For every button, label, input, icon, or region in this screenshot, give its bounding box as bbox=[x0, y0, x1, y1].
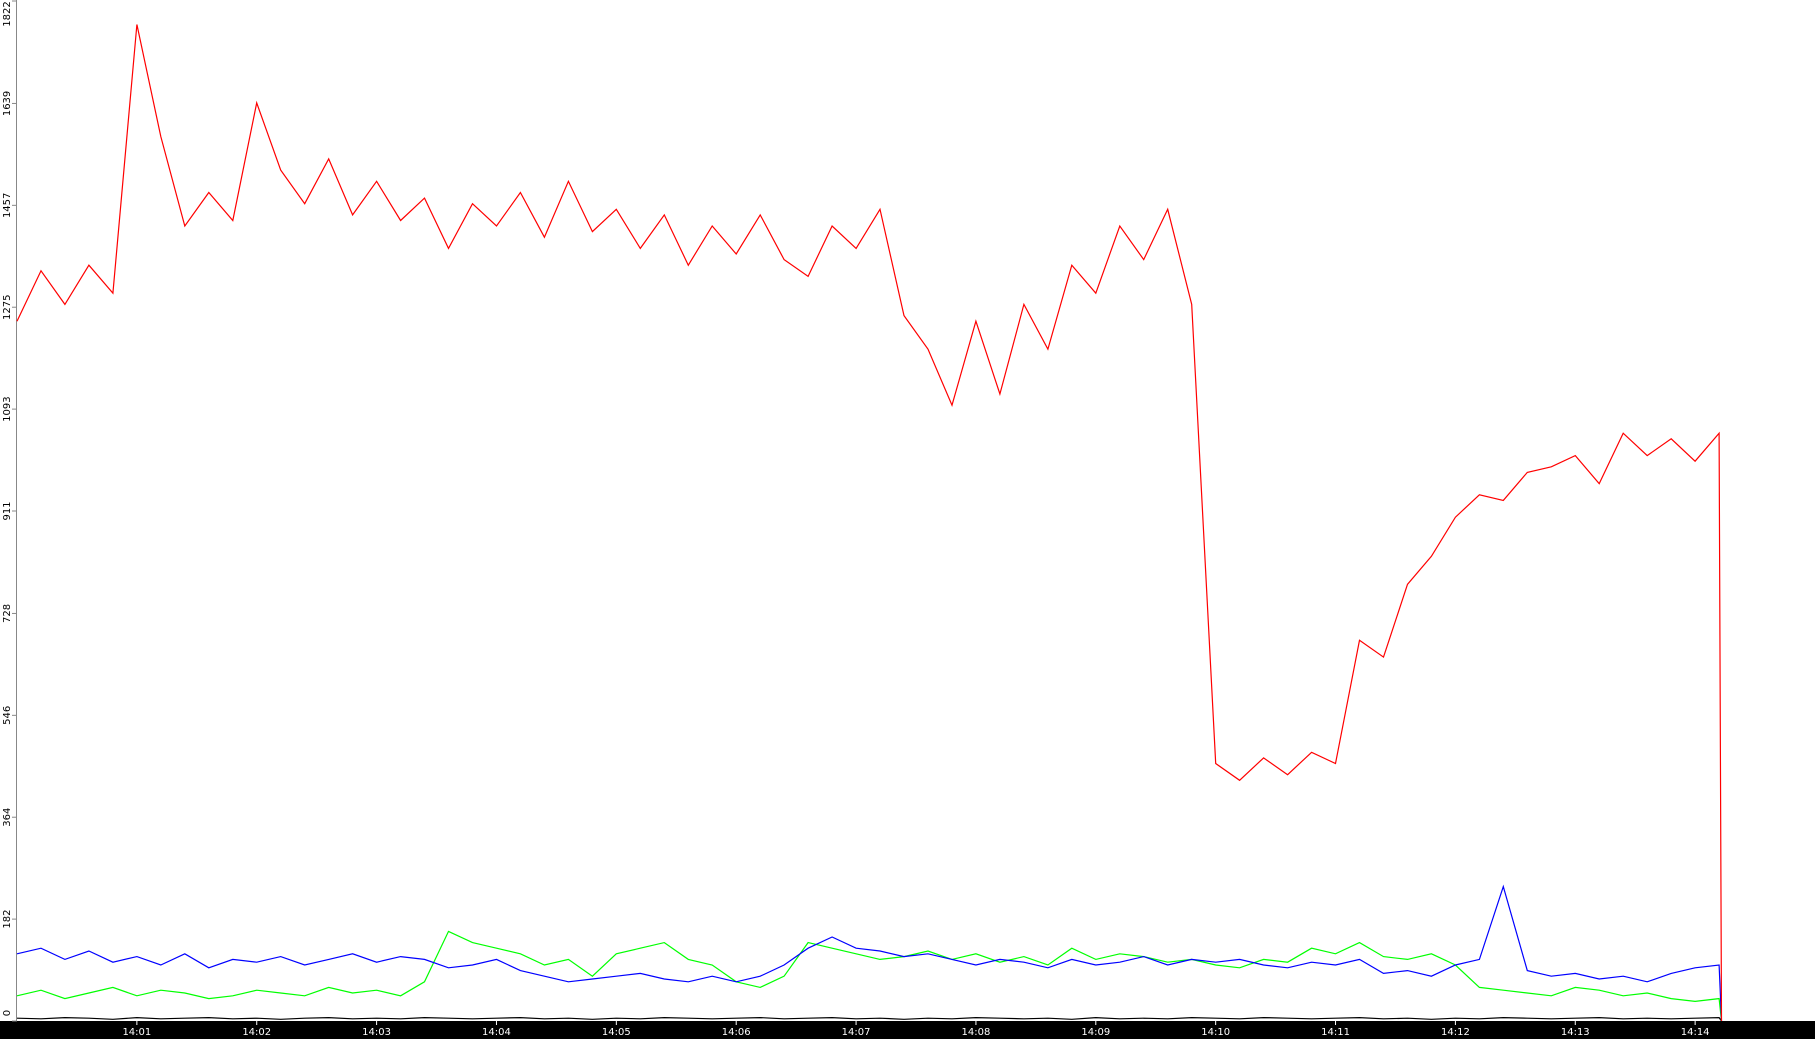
series-line bbox=[16, 884, 1723, 1022]
x-tick-label: 14:12 bbox=[1441, 1027, 1470, 1038]
x-tick-label: 14:11 bbox=[1321, 1027, 1350, 1038]
y-tick-label: 546 bbox=[2, 706, 13, 725]
x-tick-label: 14:09 bbox=[1081, 1027, 1110, 1038]
y-tick-label: 728 bbox=[2, 604, 13, 623]
y-tick-label: 364 bbox=[2, 808, 13, 827]
x-tick-label: 14:14 bbox=[1681, 1027, 1710, 1038]
x-tick-label: 14:02 bbox=[242, 1027, 271, 1038]
x-axis-bar bbox=[0, 1021, 1815, 1039]
y-tick-label: 1822 bbox=[2, 1, 13, 26]
x-tick-label: 14:06 bbox=[722, 1027, 751, 1038]
x-tick-label: 14:08 bbox=[962, 1027, 991, 1038]
y-tick-label: 911 bbox=[2, 501, 13, 520]
x-tick-label: 14:07 bbox=[842, 1027, 871, 1038]
x-tick-label: 14:04 bbox=[482, 1027, 511, 1038]
y-tick-label: 1093 bbox=[2, 396, 13, 421]
x-tick-label: 14:01 bbox=[122, 1027, 151, 1038]
series-line bbox=[16, 24, 1723, 1022]
y-tick-label: 1275 bbox=[2, 294, 13, 319]
series-line bbox=[16, 1016, 1722, 1022]
x-tick-label: 14:13 bbox=[1561, 1027, 1590, 1038]
y-tick-label: 1639 bbox=[2, 91, 13, 116]
y-tick-label: 182 bbox=[2, 910, 13, 929]
x-tick-label: 14:05 bbox=[602, 1027, 631, 1038]
y-tick-label: 1457 bbox=[2, 193, 13, 218]
x-tick-label: 14:10 bbox=[1201, 1027, 1230, 1038]
y-tick-label: 0 bbox=[2, 1010, 13, 1016]
x-tick-label: 14:03 bbox=[362, 1027, 391, 1038]
